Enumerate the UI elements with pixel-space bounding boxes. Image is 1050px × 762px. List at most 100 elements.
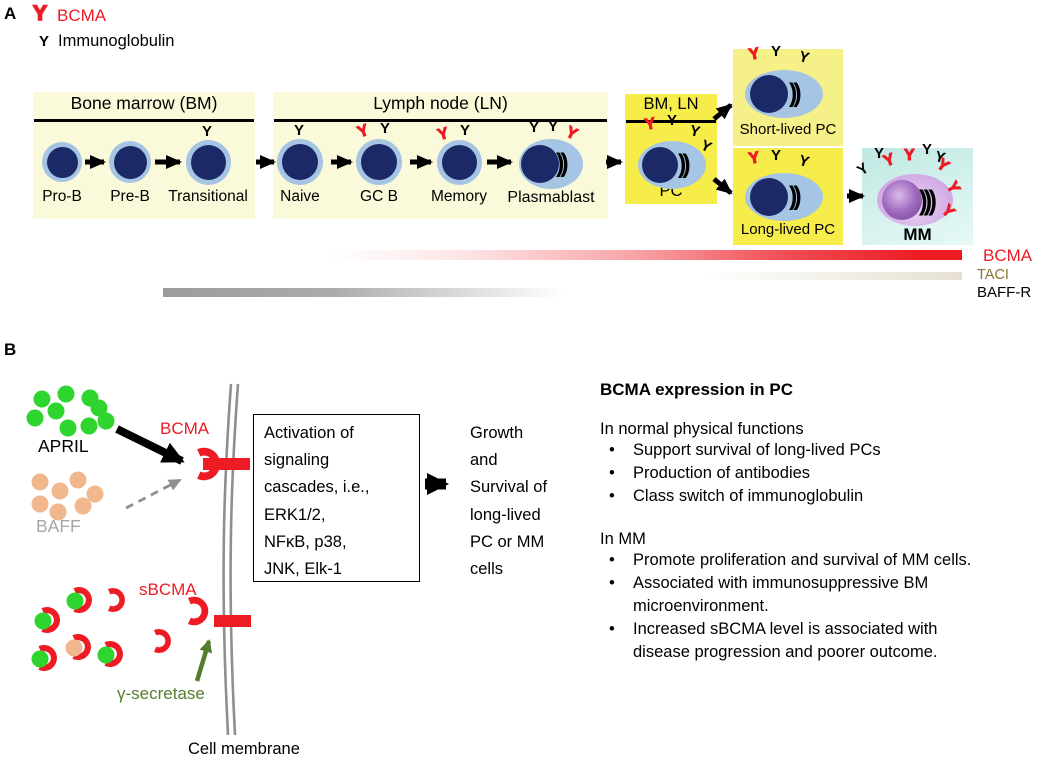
panel-a-label: A xyxy=(4,4,17,23)
lymph-node-title: Lymph node (LN) xyxy=(373,93,508,113)
april-dot xyxy=(33,390,51,408)
label-transitional: Transitional xyxy=(168,188,248,205)
list-item: • Promote proliferation and survival of … xyxy=(600,549,1050,572)
bm-ln-rule xyxy=(626,120,716,123)
cell-mm: ))) xyxy=(877,174,953,226)
list-item: microenvironment. xyxy=(633,597,769,615)
ig-y-icon: Y xyxy=(874,145,885,162)
label-mm: MM xyxy=(903,225,932,244)
cell-membrane-lines xyxy=(222,383,240,736)
label-pro-b: Pro-B xyxy=(42,188,82,205)
april-dot xyxy=(57,385,75,403)
bcma-y-icon: Y xyxy=(904,147,916,164)
outcome-line: Growth xyxy=(470,424,524,442)
sbcma-label: sBCMA xyxy=(139,580,197,599)
signaling-line: signaling xyxy=(264,451,330,470)
outcome-text: Growth and Survival of long-lived PC or … xyxy=(470,420,547,583)
er-arcs-icon: )) xyxy=(789,78,802,108)
signaling-box: Activation of signaling cascades, i.e., … xyxy=(253,414,420,582)
baff-dot xyxy=(86,485,104,503)
outcome-line: long-lived xyxy=(470,505,541,524)
baff-dot xyxy=(74,497,92,515)
er-arcs-icon: ))) xyxy=(919,184,937,216)
list-item: • Support survival of long-lived PCs xyxy=(600,439,1050,462)
sbcma-molecule xyxy=(38,645,57,671)
bone-marrow-title: Bone marrow (BM) xyxy=(70,93,218,113)
bullet-icon: • xyxy=(609,620,615,638)
sbcma-molecule xyxy=(153,629,171,653)
bound-april-dot xyxy=(66,592,84,610)
cell-plasmablast: )) xyxy=(519,139,583,189)
april-dots xyxy=(26,385,115,437)
signaling-line: ERK1/2, xyxy=(264,505,326,524)
bcma-receptor-cup xyxy=(197,447,221,481)
outcome-line: PC or MM xyxy=(470,532,545,551)
label-pre-b: Pre-B xyxy=(110,188,150,205)
ig-y-icon: Y xyxy=(548,118,559,135)
bound-april-dot xyxy=(34,612,52,630)
bar-label-bcma: BCMA xyxy=(983,246,1033,265)
baff-dot xyxy=(31,495,49,513)
info-panel: BCMA expression in PC In normal physical… xyxy=(600,380,1050,664)
april-dot xyxy=(80,417,98,435)
bone-marrow-rule xyxy=(34,119,254,122)
label-plasmablast: Plasmablast xyxy=(507,189,595,206)
cell-transitional xyxy=(186,140,231,185)
ig-y-icon: Y xyxy=(922,141,933,158)
bound-ligand-dots xyxy=(31,592,115,668)
sbcma-molecule xyxy=(107,588,125,612)
bullet-icon: • xyxy=(609,464,615,482)
bcma-y-icon: Y xyxy=(747,45,761,65)
bullet-icon: • xyxy=(609,574,615,592)
bcma-y-icon: Y xyxy=(32,2,48,25)
baff-dots xyxy=(31,471,104,521)
cell-naive xyxy=(277,139,323,185)
panel-b-label: B xyxy=(4,340,17,359)
april-dot xyxy=(47,402,65,420)
april-dot xyxy=(81,389,99,407)
er-arcs-icon: )) xyxy=(789,181,802,211)
cell-pre-b xyxy=(109,141,151,183)
ig-y-icon: Y xyxy=(771,147,782,164)
outcome-line: cells xyxy=(470,560,504,579)
signaling-line: JNK, Elk-1 xyxy=(264,560,342,579)
arrow-gamma-secretase xyxy=(194,639,213,682)
bcma-y-icon: Y xyxy=(747,149,761,169)
april-dot xyxy=(90,399,108,417)
er-arcs-icon: )) xyxy=(678,149,691,179)
list-item: • Increased sBCMA level is associated wi… xyxy=(600,618,1050,641)
baff-label: BAFF xyxy=(36,516,81,536)
bound-baff-dot xyxy=(65,639,83,657)
ig-y-icon: Y xyxy=(202,123,213,140)
label-short-lived-pc: Short-lived PC xyxy=(739,121,837,138)
label-long-lived-pc: Long-lived PC xyxy=(740,221,836,238)
bcma-y-icon: Y xyxy=(643,115,657,135)
membrane-line-outer xyxy=(222,383,233,736)
bcma-receptor xyxy=(197,447,250,481)
bullet-icon: • xyxy=(609,441,615,459)
label-naive: Naive xyxy=(280,188,320,205)
ig-y-icon: Y xyxy=(771,43,782,60)
cell-memory xyxy=(437,140,482,185)
ig-y-icon: Y xyxy=(294,122,305,139)
baffr-gradient-bar xyxy=(163,288,563,297)
cell-pc: )) xyxy=(638,141,706,189)
legend-bcma-label: BCMA xyxy=(57,6,107,25)
ig-y-icon: Y xyxy=(529,119,540,136)
sbcma-molecule xyxy=(187,596,209,626)
arrow-baff-bcma-dashed xyxy=(125,478,182,510)
ig-y-icon: Y xyxy=(380,120,391,137)
baff-dot xyxy=(51,482,69,500)
sbcma-molecule xyxy=(72,634,91,660)
mm-header: In MM xyxy=(600,530,646,548)
april-dot xyxy=(59,419,77,437)
lymph-node-rule xyxy=(274,119,607,122)
gamma-secretase-label: γ-secretase xyxy=(117,684,205,703)
normal-functions-header: In normal physical functions xyxy=(600,420,804,438)
bar-label-taci: TACI xyxy=(977,267,1009,283)
list-item: • Class switch of immunoglobulin xyxy=(600,485,1050,508)
bcma-gradient-bar xyxy=(330,250,962,260)
bcma-receptor-label: BCMA xyxy=(160,419,210,438)
bar-label-baff-r: BAFF-R xyxy=(977,284,1032,301)
ig-y-icon: Y xyxy=(460,122,471,139)
